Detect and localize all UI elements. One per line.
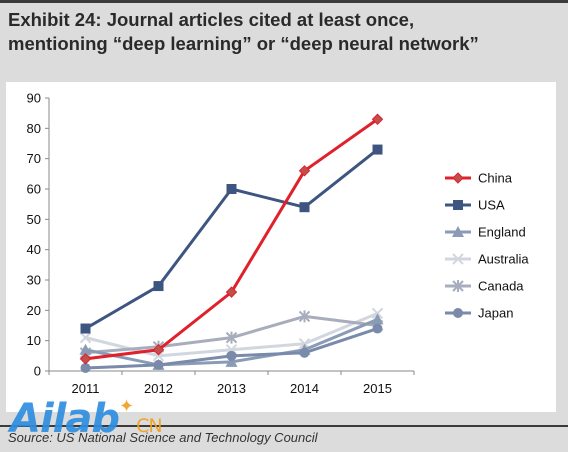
- x-tick-label: 2015: [363, 381, 392, 396]
- legend-marker: [453, 200, 463, 210]
- bottom-rule: [0, 425, 568, 427]
- legend-marker: [452, 280, 464, 292]
- data-point: [79, 353, 92, 365]
- legend-marker: [452, 172, 464, 184]
- plot-panel: [6, 82, 556, 412]
- source-note: Source: US National Science and Technolo…: [8, 430, 318, 445]
- data-point: [225, 286, 238, 298]
- series-japan: [80, 323, 383, 373]
- data-point: [371, 307, 384, 320]
- data-point: [225, 355, 238, 367]
- watermark-suffix: CN: [136, 415, 163, 437]
- y-tick-label: 50: [27, 212, 41, 227]
- y-tick-label: 60: [27, 182, 41, 197]
- data-point: [153, 359, 164, 370]
- data-point: [152, 344, 165, 356]
- y-tick-label: 10: [27, 333, 41, 348]
- legend-marker: [452, 253, 464, 265]
- data-point: [79, 331, 92, 344]
- data-point: [372, 323, 383, 334]
- data-point: [298, 310, 311, 323]
- data-point: [153, 281, 164, 292]
- legend-label: England: [478, 225, 526, 240]
- legend-marker: [452, 226, 464, 237]
- chart-title-line-2: mentioning “deep learning” or “deep neur…: [8, 33, 479, 54]
- watermark-star-icon: ✦: [119, 396, 134, 417]
- data-point: [226, 350, 237, 361]
- y-tick-label: 0: [34, 364, 41, 379]
- data-point: [80, 323, 91, 334]
- x-tick-label: 2014: [290, 381, 319, 396]
- legend-label: China: [478, 171, 513, 186]
- x-tick-label: 2013: [217, 381, 246, 396]
- legend-item-japan: Japan: [445, 306, 513, 321]
- top-rule: [0, 0, 568, 3]
- chart-title: Exhibit 24: Journal articles cited at le…: [8, 8, 560, 56]
- data-point: [372, 144, 383, 155]
- y-tick-label: 30: [27, 273, 41, 288]
- series-usa: [80, 144, 383, 334]
- y-tick-label: 40: [27, 242, 41, 257]
- chart-legend: China USA England Australia Canada Japan: [445, 171, 529, 321]
- data-point: [299, 347, 310, 358]
- legend-label: USA: [478, 198, 505, 213]
- legend-label: Japan: [478, 306, 513, 321]
- data-point: [80, 362, 91, 373]
- legend-item-canada: Canada: [445, 279, 524, 294]
- legend-label: Canada: [478, 279, 524, 294]
- chart-axes: 0 10 20 30 40 50 60 70 80 90 2011 2012 2013 2014 2015: [27, 91, 415, 396]
- legend-item-china: China: [445, 171, 513, 186]
- series-china: [79, 113, 384, 365]
- y-tick-label: 20: [27, 303, 41, 318]
- legend-label: Australia: [478, 252, 529, 267]
- watermark-text: Ailab: [10, 396, 120, 442]
- data-point: [299, 202, 310, 213]
- data-point: [226, 184, 237, 194]
- data-point: [79, 343, 92, 355]
- chart-title-line-1: Exhibit 24: Journal articles cited at le…: [8, 9, 415, 30]
- data-point: [371, 113, 384, 125]
- data-point: [371, 313, 384, 325]
- legend-marker: [453, 308, 463, 318]
- y-tick-label: 80: [27, 121, 41, 136]
- data-point: [225, 331, 238, 344]
- watermark-logo: Ailab✦CN: [10, 396, 163, 442]
- y-tick-label: 90: [27, 91, 41, 106]
- x-tick-label: 2012: [144, 381, 173, 396]
- legend-item-usa: USA: [445, 198, 505, 213]
- series-layer: [79, 113, 384, 373]
- x-tick-label: 2011: [72, 381, 100, 396]
- legend-item-australia: Australia: [445, 252, 529, 267]
- legend-item-england: England: [445, 225, 526, 240]
- data-point: [152, 350, 165, 362]
- y-tick-label: 70: [27, 151, 41, 166]
- data-point: [298, 165, 311, 177]
